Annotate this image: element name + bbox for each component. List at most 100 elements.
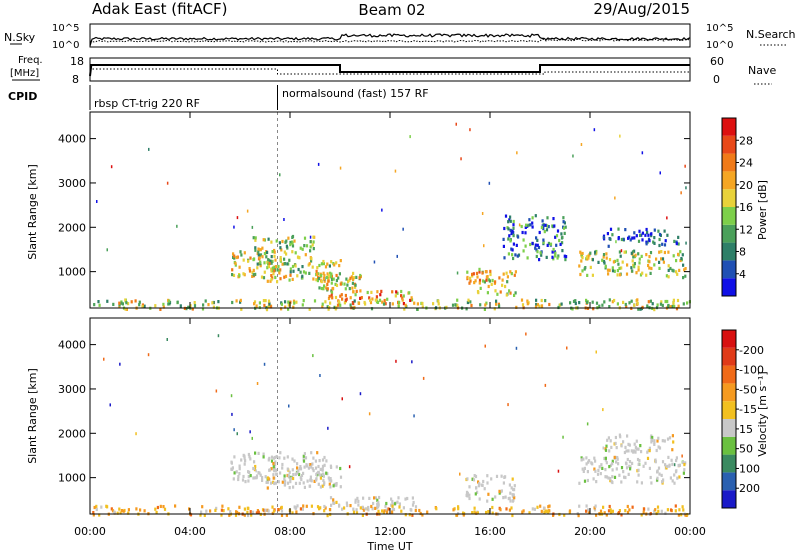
heatmap-cell — [371, 507, 374, 511]
heatmap-cell — [500, 489, 503, 493]
heatmap-cell — [349, 504, 352, 508]
heatmap-cell — [594, 504, 597, 508]
heatmap-cell — [672, 301, 675, 305]
heatmap-cell — [281, 239, 284, 244]
heatmap-cell — [162, 505, 165, 509]
heatmap-cell — [253, 468, 257, 472]
heatmap-cell — [324, 506, 327, 510]
heatmap-cell — [251, 510, 255, 514]
heatmap-cell — [605, 444, 608, 448]
date-title: 29/Aug/2015 — [593, 0, 690, 18]
heatmap-cell — [554, 235, 557, 239]
heatmap-cell — [300, 477, 303, 482]
heatmap-cell — [488, 279, 491, 283]
heatmap-cell — [509, 239, 512, 243]
heatmap-cell — [491, 278, 494, 283]
heatmap-cell — [564, 258, 567, 262]
heatmap-cell — [658, 266, 661, 270]
heatmap-cell — [384, 504, 387, 508]
heatmap-cell — [286, 246, 289, 250]
heatmap-cell — [251, 436, 253, 440]
heatmap-cell — [381, 300, 384, 304]
heatmap-cell — [127, 302, 130, 306]
heatmap-cell — [322, 271, 325, 275]
heatmap-cell — [608, 268, 611, 272]
heatmap-cell — [457, 505, 460, 509]
heatmap-cell — [289, 240, 292, 245]
heatmap-cell — [110, 165, 113, 169]
heatmap-cell — [625, 272, 629, 276]
heatmap-cell — [266, 476, 270, 480]
heatmap-cell — [121, 302, 124, 306]
heatmap-cell — [668, 464, 671, 468]
heatmap-cell — [255, 469, 257, 473]
heatmap-cell — [622, 300, 625, 304]
heatmap-cell — [279, 173, 281, 177]
heatmap-cell — [396, 500, 399, 504]
colorbar-tick-label: 50 — [739, 443, 753, 456]
heatmap-cell — [309, 463, 312, 467]
heatmap-cell — [279, 471, 282, 475]
station-title: Adak East (fitACF) — [92, 0, 227, 18]
heatmap-cell — [266, 250, 269, 254]
heatmap-cell — [317, 470, 320, 474]
heatmap-cell — [670, 458, 673, 462]
heatmap-cell — [348, 278, 351, 282]
heatmap-cell — [507, 497, 510, 501]
heatmap-cell — [655, 257, 658, 261]
heatmap-cell — [603, 511, 606, 515]
heatmap-cell — [162, 305, 165, 309]
heatmap-cell — [162, 302, 165, 306]
heatmap-cell — [411, 513, 414, 517]
heatmap-cell — [166, 338, 168, 341]
heatmap-cell — [317, 482, 320, 486]
heatmap-cell — [486, 291, 489, 295]
heatmap-cell — [391, 507, 394, 511]
heatmap-cell — [650, 481, 653, 485]
heatmap-cell — [574, 301, 577, 306]
heatmap-cell — [538, 230, 541, 235]
heatmap-cell — [280, 509, 284, 513]
heatmap-cell — [609, 227, 613, 231]
heatmap-cell — [542, 506, 546, 510]
heatmap-cell — [478, 281, 481, 285]
heatmap-cell — [235, 470, 238, 474]
heatmap-cell — [605, 513, 608, 517]
heatmap-cell — [678, 508, 681, 512]
heatmap-cell — [323, 504, 326, 509]
heatmap-cell — [648, 266, 651, 270]
heatmap-cell — [681, 505, 684, 509]
heatmap-cell — [486, 481, 489, 485]
heatmap-cell — [653, 241, 656, 245]
heatmap-cell — [595, 301, 599, 305]
heatmap-cell — [609, 508, 612, 512]
heatmap-cell — [616, 269, 619, 273]
heatmap-cell — [475, 271, 479, 275]
heatmap-cell — [352, 277, 355, 281]
heatmap-cell — [547, 225, 550, 229]
heatmap-cell — [636, 480, 639, 484]
heatmap-cell — [664, 511, 667, 515]
colorbar-swatch — [722, 242, 736, 261]
heatmap-cell — [296, 471, 299, 475]
heatmap-cell — [167, 302, 170, 306]
heatmap-cell — [605, 461, 608, 465]
heatmap-cell — [269, 259, 272, 263]
heatmap-cell — [291, 244, 295, 248]
heatmap-cell — [402, 302, 405, 306]
heatmap-cell — [312, 240, 315, 244]
heatmap-cell — [327, 426, 329, 430]
heatmap-cell — [648, 466, 651, 470]
heatmap-cell — [266, 486, 269, 490]
heatmap-cell — [602, 253, 606, 257]
heatmap-cell — [291, 234, 295, 239]
heatmap-cell — [522, 249, 525, 253]
heatmap-cell — [540, 225, 543, 230]
heatmap-cell — [472, 272, 475, 276]
heatmap-cell — [271, 505, 274, 509]
heatmap-cell — [238, 464, 241, 468]
heatmap-cell — [281, 462, 284, 467]
heatmap-cell — [541, 219, 544, 223]
heatmap-cell — [322, 474, 325, 478]
heatmap-cell — [303, 452, 306, 456]
